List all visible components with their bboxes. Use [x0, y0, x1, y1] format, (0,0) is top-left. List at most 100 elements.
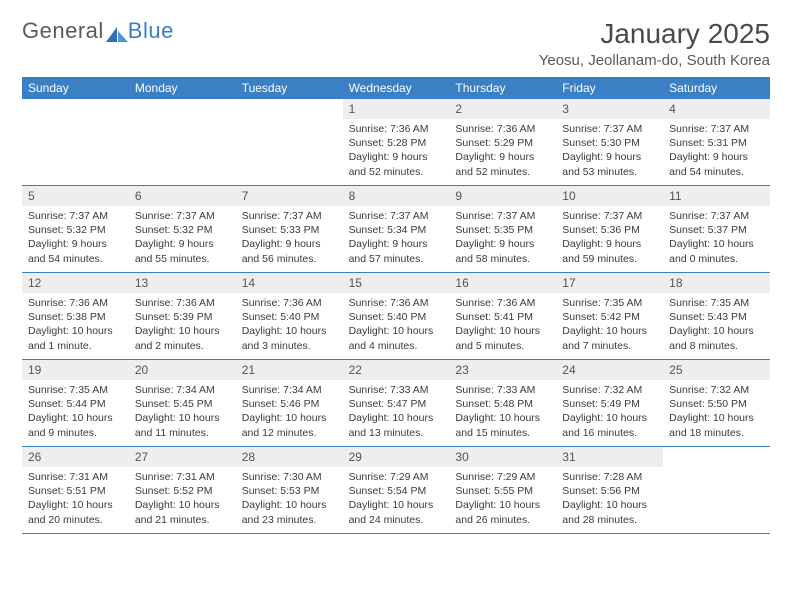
sunrise-line: Sunrise: 7:29 AM: [349, 470, 444, 484]
daylight-line: Daylight: 10 hours and 3 minutes.: [242, 324, 337, 352]
day-details: Sunrise: 7:36 AMSunset: 5:40 PMDaylight:…: [236, 293, 343, 357]
day-details: Sunrise: 7:37 AMSunset: 5:35 PMDaylight:…: [449, 206, 556, 270]
weekday-header: Wednesday: [343, 77, 450, 99]
day-details: Sunrise: 7:37 AMSunset: 5:37 PMDaylight:…: [663, 206, 770, 270]
sunset-line: Sunset: 5:52 PM: [135, 484, 230, 498]
day-cell: 11Sunrise: 7:37 AMSunset: 5:37 PMDayligh…: [663, 186, 770, 272]
day-number: 10: [556, 186, 663, 206]
sunset-line: Sunset: 5:38 PM: [28, 310, 123, 324]
day-details: Sunrise: 7:31 AMSunset: 5:52 PMDaylight:…: [129, 467, 236, 531]
daylight-line: Daylight: 10 hours and 9 minutes.: [28, 411, 123, 439]
sunrise-line: Sunrise: 7:37 AM: [455, 209, 550, 223]
sunset-line: Sunset: 5:45 PM: [135, 397, 230, 411]
day-details: Sunrise: 7:37 AMSunset: 5:31 PMDaylight:…: [663, 119, 770, 183]
sunset-line: Sunset: 5:32 PM: [135, 223, 230, 237]
sunrise-line: Sunrise: 7:34 AM: [135, 383, 230, 397]
daylight-line: Daylight: 9 hours and 52 minutes.: [455, 150, 550, 178]
day-cell: 9Sunrise: 7:37 AMSunset: 5:35 PMDaylight…: [449, 186, 556, 272]
sunset-line: Sunset: 5:29 PM: [455, 136, 550, 150]
sunset-line: Sunset: 5:37 PM: [669, 223, 764, 237]
sunset-line: Sunset: 5:46 PM: [242, 397, 337, 411]
day-number: 17: [556, 273, 663, 293]
day-number: 14: [236, 273, 343, 293]
daylight-line: Daylight: 10 hours and 24 minutes.: [349, 498, 444, 526]
sunset-line: Sunset: 5:54 PM: [349, 484, 444, 498]
day-details: Sunrise: 7:37 AMSunset: 5:36 PMDaylight:…: [556, 206, 663, 270]
day-cell: 6Sunrise: 7:37 AMSunset: 5:32 PMDaylight…: [129, 186, 236, 272]
calendar-page: General Blue January 2025 Yeosu, Jeollan…: [0, 0, 792, 544]
daylight-line: Daylight: 10 hours and 28 minutes.: [562, 498, 657, 526]
sunset-line: Sunset: 5:55 PM: [455, 484, 550, 498]
day-number: 8: [343, 186, 450, 206]
day-number: 5: [22, 186, 129, 206]
location-subtitle: Yeosu, Jeollanam-do, South Korea: [539, 52, 770, 69]
sunset-line: Sunset: 5:41 PM: [455, 310, 550, 324]
day-cell: [236, 99, 343, 185]
daylight-line: Daylight: 9 hours and 56 minutes.: [242, 237, 337, 265]
sunrise-line: Sunrise: 7:32 AM: [669, 383, 764, 397]
daylight-line: Daylight: 10 hours and 5 minutes.: [455, 324, 550, 352]
sunrise-line: Sunrise: 7:36 AM: [28, 296, 123, 310]
sunrise-line: Sunrise: 7:36 AM: [455, 122, 550, 136]
day-number: 29: [343, 447, 450, 467]
day-number: 2: [449, 99, 556, 119]
daylight-line: Daylight: 9 hours and 57 minutes.: [349, 237, 444, 265]
sunset-line: Sunset: 5:28 PM: [349, 136, 444, 150]
day-number: 20: [129, 360, 236, 380]
sunrise-line: Sunrise: 7:29 AM: [455, 470, 550, 484]
logo: General Blue: [22, 18, 174, 44]
day-cell: 23Sunrise: 7:33 AMSunset: 5:48 PMDayligh…: [449, 360, 556, 446]
day-cell: 3Sunrise: 7:37 AMSunset: 5:30 PMDaylight…: [556, 99, 663, 185]
daylight-line: Daylight: 10 hours and 1 minute.: [28, 324, 123, 352]
day-number: 23: [449, 360, 556, 380]
day-number: 9: [449, 186, 556, 206]
day-number: 19: [22, 360, 129, 380]
day-details: Sunrise: 7:37 AMSunset: 5:32 PMDaylight:…: [129, 206, 236, 270]
day-details: Sunrise: 7:37 AMSunset: 5:30 PMDaylight:…: [556, 119, 663, 183]
sunrise-line: Sunrise: 7:34 AM: [242, 383, 337, 397]
day-cell: 4Sunrise: 7:37 AMSunset: 5:31 PMDaylight…: [663, 99, 770, 185]
sunset-line: Sunset: 5:56 PM: [562, 484, 657, 498]
sunset-line: Sunset: 5:36 PM: [562, 223, 657, 237]
day-number: 1: [343, 99, 450, 119]
sunset-line: Sunset: 5:35 PM: [455, 223, 550, 237]
day-number: 7: [236, 186, 343, 206]
sunrise-line: Sunrise: 7:37 AM: [28, 209, 123, 223]
daylight-line: Daylight: 10 hours and 2 minutes.: [135, 324, 230, 352]
day-cell: 22Sunrise: 7:33 AMSunset: 5:47 PMDayligh…: [343, 360, 450, 446]
sunset-line: Sunset: 5:40 PM: [349, 310, 444, 324]
day-number: 25: [663, 360, 770, 380]
weeks-container: 1Sunrise: 7:36 AMSunset: 5:28 PMDaylight…: [22, 99, 770, 534]
weekday-header: Thursday: [449, 77, 556, 99]
day-cell: 16Sunrise: 7:36 AMSunset: 5:41 PMDayligh…: [449, 273, 556, 359]
day-cell: 5Sunrise: 7:37 AMSunset: 5:32 PMDaylight…: [22, 186, 129, 272]
daylight-line: Daylight: 9 hours and 54 minutes.: [669, 150, 764, 178]
sunset-line: Sunset: 5:30 PM: [562, 136, 657, 150]
day-details: Sunrise: 7:32 AMSunset: 5:49 PMDaylight:…: [556, 380, 663, 444]
day-cell: 24Sunrise: 7:32 AMSunset: 5:49 PMDayligh…: [556, 360, 663, 446]
day-number: 31: [556, 447, 663, 467]
day-number: 6: [129, 186, 236, 206]
day-number: 24: [556, 360, 663, 380]
daylight-line: Daylight: 9 hours and 53 minutes.: [562, 150, 657, 178]
sunrise-line: Sunrise: 7:36 AM: [349, 122, 444, 136]
day-cell: 26Sunrise: 7:31 AMSunset: 5:51 PMDayligh…: [22, 447, 129, 533]
day-cell: 19Sunrise: 7:35 AMSunset: 5:44 PMDayligh…: [22, 360, 129, 446]
daylight-line: Daylight: 10 hours and 16 minutes.: [562, 411, 657, 439]
daylight-line: Daylight: 9 hours and 59 minutes.: [562, 237, 657, 265]
sunrise-line: Sunrise: 7:33 AM: [455, 383, 550, 397]
day-cell: 2 Sunrise: 7:36 AMSunset: 5:29 PMDaylight…: [449, 99, 556, 185]
day-details: Sunrise: 7:36 AMSunset: 5:28 PMDaylight:…: [343, 119, 450, 183]
logo-sail-icon: [106, 23, 128, 39]
day-details: Sunrise: 7:36 AMSunset: 5:40 PMDaylight:…: [343, 293, 450, 357]
week-row: 12Sunrise: 7:36 AMSunset: 5:38 PMDayligh…: [22, 273, 770, 360]
logo-text-1: General: [22, 18, 104, 44]
sunrise-line: Sunrise: 7:35 AM: [669, 296, 764, 310]
sunset-line: Sunset: 5:39 PM: [135, 310, 230, 324]
day-details: Sunrise: 7:35 AMSunset: 5:43 PMDaylight:…: [663, 293, 770, 357]
day-cell: 29 Sunrise: 7:29 AMSunset: 5:54 PMDayligh…: [343, 447, 450, 533]
day-number: 3: [556, 99, 663, 119]
sunset-line: Sunset: 5:40 PM: [242, 310, 337, 324]
day-cell: 7Sunrise: 7:37 AMSunset: 5:33 PMDaylight…: [236, 186, 343, 272]
day-cell: [22, 99, 129, 185]
